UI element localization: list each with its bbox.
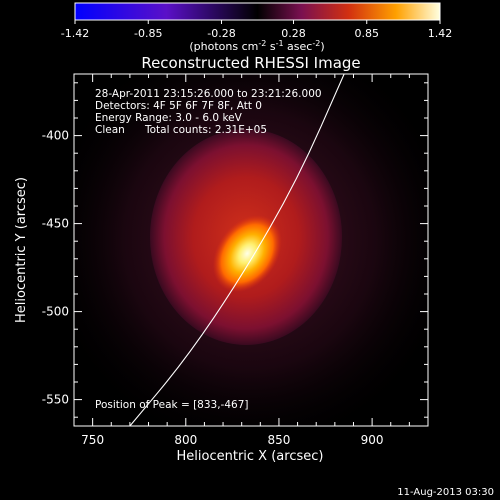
x-tick-label: 850 [267, 433, 290, 447]
emission-peak-group [212, 215, 282, 292]
colorbar-gradient [74, 2, 441, 21]
x-tick-label: 750 [81, 433, 104, 447]
colorbar-tick-label: -0.28 [207, 27, 235, 40]
solar-limb-curve [129, 74, 345, 426]
x-tick-label: 900 [361, 433, 384, 447]
axis-ticks: 750 800 850 900 -400 -450 -500 -550 [42, 74, 428, 447]
y-tick-label: -500 [42, 305, 69, 319]
x-tick-label: 800 [174, 433, 197, 447]
annotation-counts: Total counts: 2.31E+05 [144, 124, 267, 136]
annotation-energy: Energy Range: 3.0 - 6.0 keV [95, 112, 243, 124]
peak-position-label: Position of Peak = [833,-467] [95, 399, 249, 411]
colorbar-tick-label: -1.42 [61, 27, 89, 40]
y-axis-label: Heliocentric Y (arcsec) [14, 177, 29, 323]
colorbar-tick-label: -0.85 [134, 27, 162, 40]
heatmap-image [74, 74, 428, 426]
colorbar-tick-label: 0.28 [281, 27, 306, 40]
y-tick-label: -450 [42, 217, 69, 231]
colorbar-tick-label: 1.42 [428, 27, 453, 40]
x-axis-label: Heliocentric X (arcsec) [177, 449, 324, 464]
footer-date: 11-Aug-2013 03:30 [397, 487, 494, 498]
y-tick-label: -550 [42, 393, 69, 407]
y-tick-label: -400 [42, 129, 69, 143]
annotation-method: Clean [95, 124, 125, 136]
plot-frame [73, 73, 429, 427]
annotation-block: 28-Apr-2011 23:15:26.000 to 23:21:26.000… [95, 88, 322, 136]
colorbar-ticks: -1.42 -0.85 -0.28 0.28 0.85 1.42 [61, 20, 452, 40]
annotation-detectors: Detectors: 4F 5F 6F 7F 8F, Att 0 [95, 100, 262, 112]
colorbar-unit: (photons cm-2 s-1 asec-2) [189, 39, 324, 53]
colorbar-tick-label: 0.85 [354, 27, 379, 40]
emission-peak [212, 215, 282, 292]
annotation-time: 28-Apr-2011 23:15:26.000 to 23:21:26.000 [95, 88, 322, 100]
chart-title: Reconstructed RHESSI Image [141, 54, 360, 72]
colorbar: -1.42 -0.85 -0.28 0.28 0.85 1.42 (photons cm-… [61, 2, 452, 53]
